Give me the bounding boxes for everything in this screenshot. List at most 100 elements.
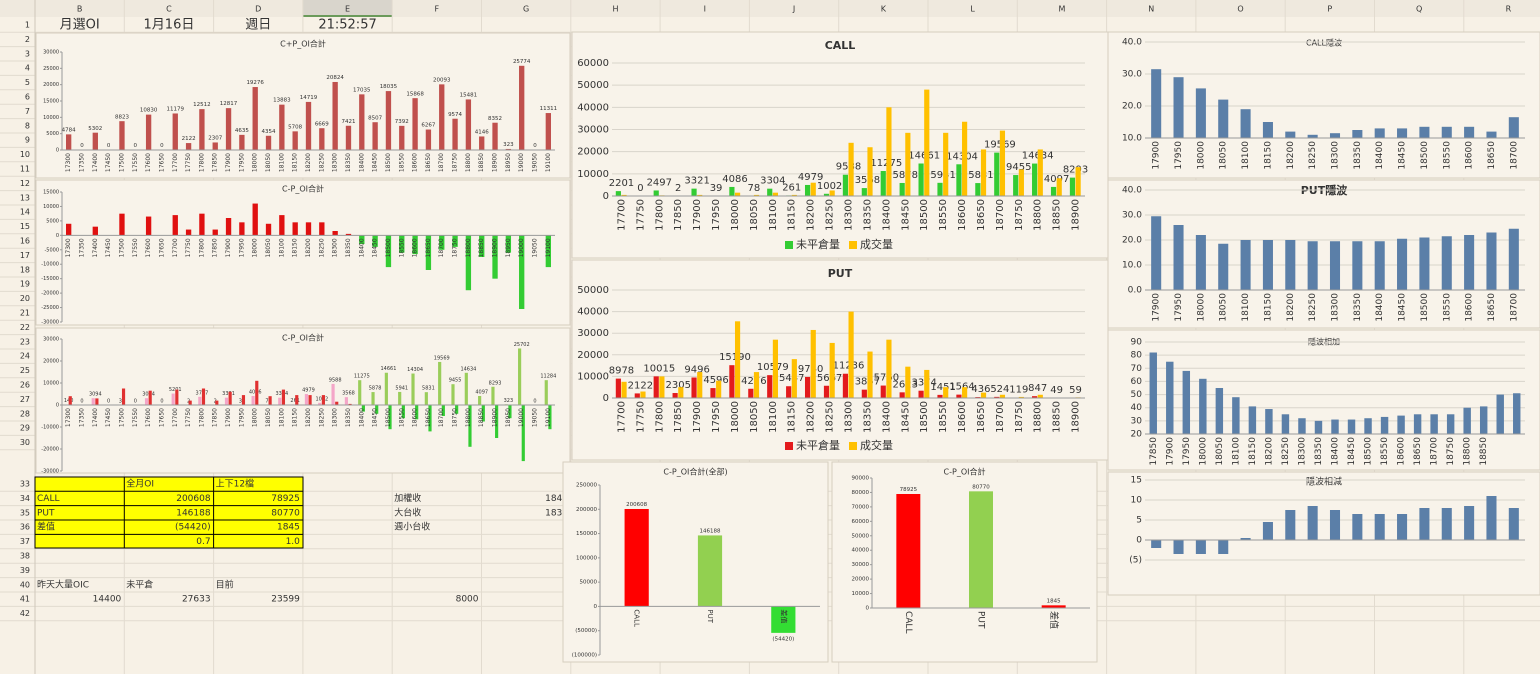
column-header[interactable]: N <box>1148 5 1154 14</box>
row-header[interactable]: 1 <box>25 21 30 30</box>
chart-area[interactable] <box>1107 179 1540 329</box>
data-label: 14634 <box>460 366 476 372</box>
chart-area[interactable] <box>35 327 571 474</box>
chart-area[interactable] <box>571 31 1109 259</box>
data-label: 5831 <box>422 386 435 392</box>
column-header[interactable]: H <box>612 5 618 14</box>
row-header[interactable]: 4 <box>25 64 30 73</box>
x-tick-label: 18300 <box>844 401 855 433</box>
row-header[interactable]: 42 <box>20 609 30 618</box>
row-header[interactable]: 28 <box>20 409 30 418</box>
bar <box>481 405 485 422</box>
bar <box>545 235 552 268</box>
bar <box>905 132 911 196</box>
bar <box>292 222 298 236</box>
row-header[interactable]: 37 <box>20 537 30 546</box>
row-header[interactable]: 8 <box>25 121 30 130</box>
row-header[interactable]: 3 <box>25 49 30 58</box>
row-header[interactable]: 29 <box>20 424 30 433</box>
bar <box>962 387 968 398</box>
row-header[interactable]: 10 <box>20 150 30 159</box>
bar <box>943 132 949 196</box>
row-header[interactable]: 20 <box>20 294 30 303</box>
row-header[interactable]: 33 <box>20 480 30 489</box>
row-header[interactable]: 25 <box>20 366 30 375</box>
column-header[interactable]: J <box>792 5 795 14</box>
chart-area[interactable] <box>35 179 571 326</box>
bar <box>697 194 703 196</box>
x-tick-label: 18400 <box>358 238 365 257</box>
column-header[interactable]: I <box>704 5 706 14</box>
column-header[interactable]: P <box>1327 5 1332 14</box>
row-header[interactable]: 12 <box>20 179 30 188</box>
row-header[interactable]: 22 <box>20 323 30 332</box>
x-tick-label: 17800 <box>198 408 205 427</box>
bar <box>678 387 684 398</box>
bar <box>1331 419 1339 434</box>
row-header[interactable]: 41 <box>20 595 30 604</box>
x-tick-label: 18400 <box>1375 141 1385 170</box>
bar <box>172 113 178 150</box>
chart-area[interactable] <box>831 461 1098 663</box>
column-header[interactable]: C <box>166 5 172 14</box>
row-header[interactable]: 19 <box>20 280 30 289</box>
x-tick-label: 17700 <box>172 153 179 172</box>
row-header[interactable]: 2 <box>25 35 30 44</box>
column-header[interactable]: E <box>345 5 350 14</box>
bar <box>1285 510 1296 540</box>
row-header[interactable]: 26 <box>20 381 30 390</box>
chart-area[interactable] <box>1107 31 1540 179</box>
column-header[interactable]: G <box>523 5 529 14</box>
column-header[interactable]: K <box>881 5 887 14</box>
row-header[interactable]: 30 <box>20 438 30 447</box>
row-header[interactable]: 21 <box>20 309 30 318</box>
chart-area[interactable] <box>571 259 1109 461</box>
x-tick-label: 17850 <box>673 199 684 231</box>
column-header[interactable]: M <box>1058 5 1065 14</box>
column-header[interactable]: F <box>435 5 440 14</box>
bar <box>225 218 232 236</box>
row-header[interactable]: 35 <box>20 508 30 517</box>
row-header[interactable]: 9 <box>25 136 30 145</box>
column-header[interactable]: D <box>255 5 261 14</box>
x-tick-label: 18400 <box>1331 437 1341 466</box>
column-header[interactable]: Q <box>1416 5 1422 14</box>
row-header[interactable]: 15 <box>20 222 30 231</box>
x-tick-label: 18850 <box>478 408 485 427</box>
close-label: 週小台收 <box>394 521 430 533</box>
row-header[interactable]: 5 <box>25 78 30 87</box>
column-header[interactable]: L <box>970 5 975 14</box>
bar <box>1240 240 1251 290</box>
legend-label: 未平倉量 <box>796 237 840 251</box>
row-header[interactable]: 27 <box>20 395 30 404</box>
x-tick-label: 18700 <box>438 238 445 257</box>
x-tick-label: 18250 <box>1308 141 1318 170</box>
column-header[interactable]: B <box>77 5 83 14</box>
chart-area[interactable] <box>35 32 571 179</box>
row-header[interactable]: 7 <box>25 107 30 116</box>
row-header[interactable]: 23 <box>20 337 30 346</box>
row-header[interactable]: 16 <box>20 237 30 246</box>
x-tick-label: 18650 <box>976 199 987 231</box>
row-header[interactable]: 36 <box>20 523 30 532</box>
row-header[interactable]: 18 <box>20 265 30 274</box>
column-header[interactable]: O <box>1237 5 1243 14</box>
column-header[interactable]: R <box>1506 5 1512 14</box>
x-tick-label: 19050 <box>532 238 539 257</box>
row-header[interactable]: 14 <box>20 208 30 217</box>
x-tick-label: 18200 <box>305 153 312 172</box>
row-header[interactable]: 39 <box>20 566 30 575</box>
data-label: 4979 <box>302 388 315 394</box>
chart-area[interactable] <box>1107 471 1540 596</box>
row-header[interactable]: 34 <box>20 494 30 503</box>
row-header[interactable]: 38 <box>20 552 30 561</box>
row-header[interactable]: 13 <box>20 193 30 202</box>
data-label: 146188 <box>700 529 721 535</box>
row-header[interactable]: 11 <box>20 165 30 174</box>
chart-area[interactable] <box>1107 329 1540 471</box>
row-header[interactable]: 40 <box>20 580 30 589</box>
row-header[interactable]: 6 <box>25 93 30 102</box>
row-header[interactable]: 17 <box>20 251 30 260</box>
row-header[interactable]: 24 <box>20 352 30 361</box>
bar <box>956 164 962 196</box>
